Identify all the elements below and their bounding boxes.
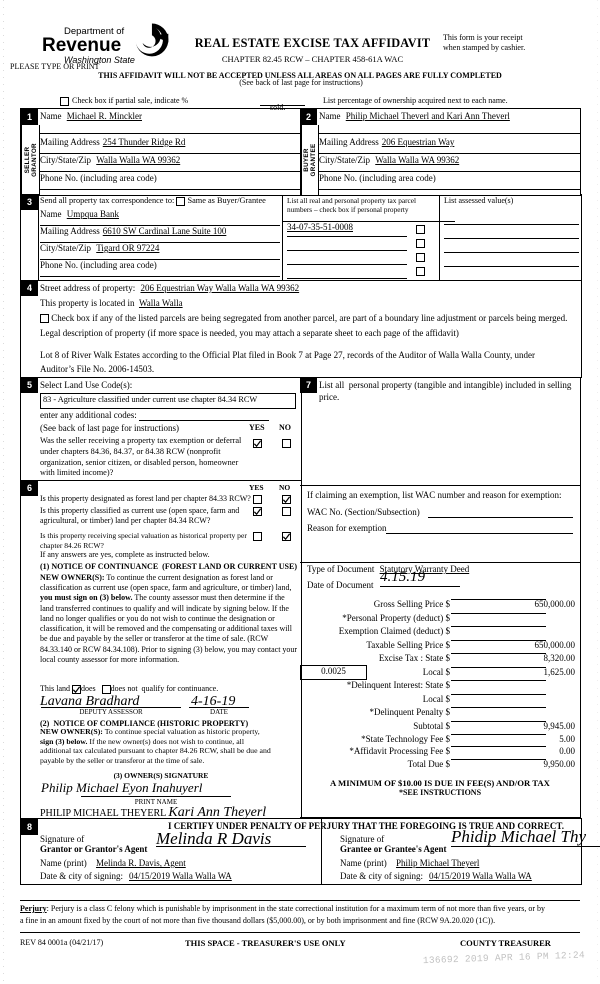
svg-text:Revenue: Revenue xyxy=(42,35,121,56)
